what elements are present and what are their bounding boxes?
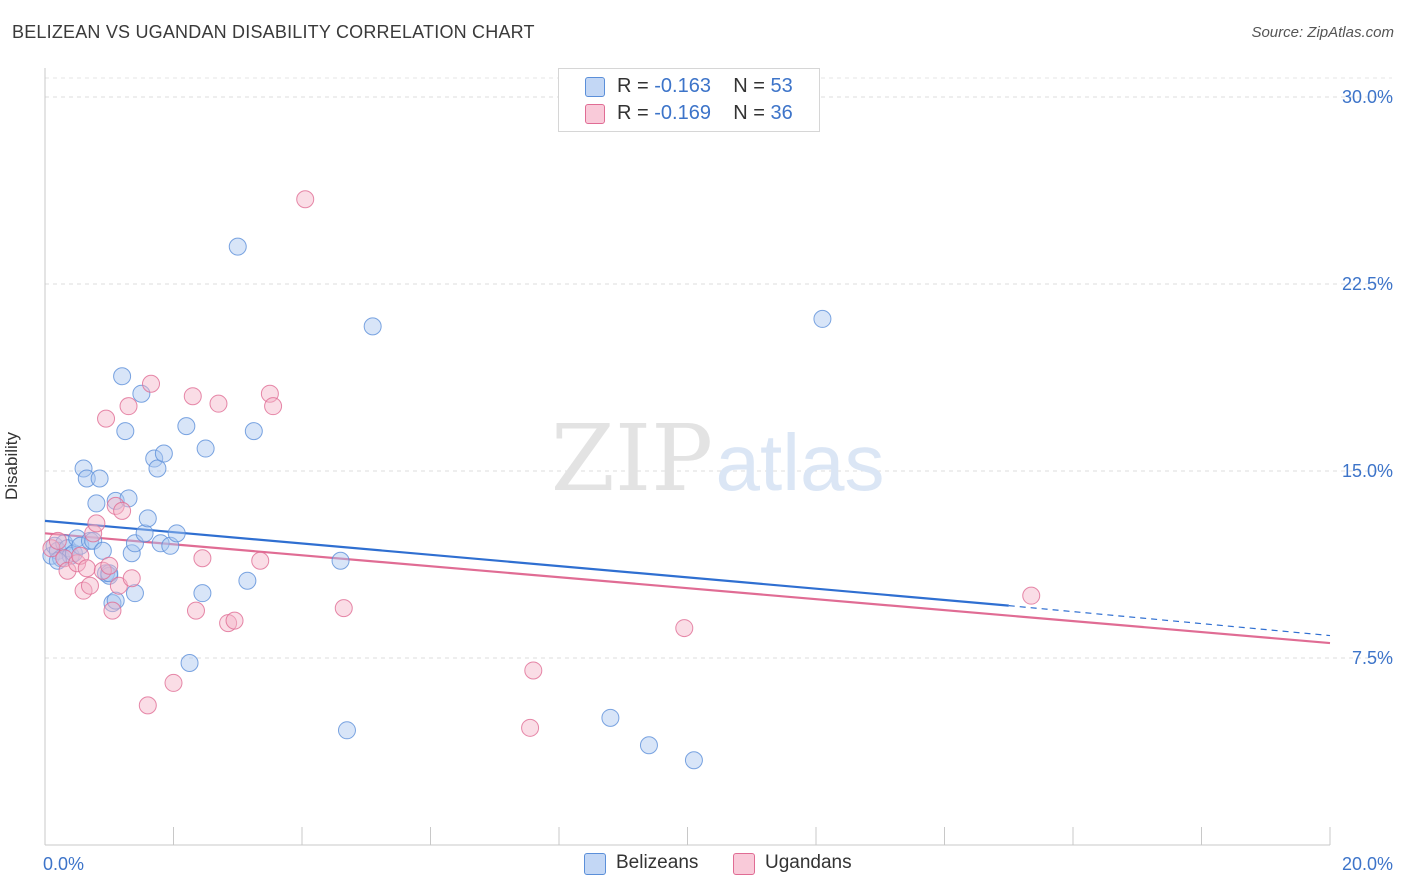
belizeans-point xyxy=(154,444,173,463)
belizeans-point xyxy=(103,594,122,613)
n-value: 53 xyxy=(770,75,793,97)
belizeans-point xyxy=(138,509,157,528)
ugandans-point xyxy=(100,556,119,575)
belizeans-point xyxy=(363,317,382,336)
ugandans-point xyxy=(164,673,183,692)
belizeans-legend-swatch xyxy=(584,853,606,875)
belizeans-trend-line xyxy=(44,519,1009,607)
axes xyxy=(44,68,1331,846)
ugandans-point xyxy=(103,601,122,620)
belizeans-point xyxy=(180,653,199,672)
ugandans-point xyxy=(119,397,138,416)
belizeans-point xyxy=(193,584,212,603)
belizeans-point xyxy=(90,469,109,488)
belizeans-point xyxy=(601,708,620,727)
stats-legend: R = -0.163 N = 53 R = -0.169 N = 36 xyxy=(558,68,820,132)
n-label: N = xyxy=(733,102,771,124)
data-points xyxy=(42,190,1041,770)
ugandans-point xyxy=(183,387,202,406)
belizeans-point xyxy=(639,736,658,755)
trend-lines xyxy=(44,519,1331,645)
belizeans-point xyxy=(113,367,132,386)
ugandans-trend-line xyxy=(44,532,1331,645)
ugandans-point xyxy=(87,514,106,533)
belizeans-point xyxy=(116,422,135,441)
ugandans-point xyxy=(251,551,270,570)
watermark-atlas: atlas xyxy=(716,418,885,507)
belizeans-point xyxy=(813,309,832,328)
ugandans-point xyxy=(48,531,67,550)
ugandans-point xyxy=(97,409,116,428)
ugandans-point xyxy=(186,601,205,620)
ugandans-legend-swatch xyxy=(733,853,755,875)
r-value: -0.163 xyxy=(654,75,711,97)
belizeans-point xyxy=(74,459,93,478)
watermark: ZIP atlas xyxy=(551,405,885,512)
ugandans-point xyxy=(264,397,283,416)
belizeans-point xyxy=(122,544,141,563)
r-label: R = xyxy=(617,102,655,124)
chart-title: BELIZEAN VS UGANDAN DISABILITY CORRELATI… xyxy=(12,22,535,42)
belizeans-point xyxy=(132,384,151,403)
y-tick-label: 7.5% xyxy=(1352,648,1393,668)
ugandans-point xyxy=(84,524,103,543)
ugandans-point xyxy=(334,599,353,618)
ugandans-point xyxy=(77,559,96,578)
belizeans-point xyxy=(238,571,257,590)
belizeans-swatch xyxy=(585,77,605,97)
ugandans-point xyxy=(138,696,157,715)
ugandans-point xyxy=(209,394,228,413)
belizeans-point xyxy=(244,422,263,441)
ugandans-point xyxy=(58,561,77,580)
ugandans-point xyxy=(113,501,132,520)
belizeans-point xyxy=(167,524,186,543)
ugandans-point xyxy=(1022,586,1041,605)
y-tick-label: 15.0% xyxy=(1342,461,1393,481)
n-value: 36 xyxy=(770,102,793,124)
belizeans-trend-extension xyxy=(1008,605,1331,637)
belizeans-point xyxy=(135,524,154,543)
ugandans-point xyxy=(524,661,543,680)
ugandans-point xyxy=(193,549,212,568)
ugandans-legend-label: Ugandans xyxy=(765,852,852,873)
belizeans-point xyxy=(684,751,703,770)
ugandans-swatch xyxy=(585,104,605,124)
ugandans-point xyxy=(225,611,244,630)
belizeans-point xyxy=(148,459,167,478)
belizeans-point xyxy=(125,584,144,603)
belizeans-point xyxy=(145,449,164,468)
belizeans-point xyxy=(125,534,144,553)
n-label: N = xyxy=(733,75,771,97)
ugandans-point xyxy=(42,539,61,558)
belizeans-point xyxy=(196,439,215,458)
ugandans-point xyxy=(80,576,99,595)
tick-labels: 7.5% 15.0% 22.5% 30.0% 0.0% 20.0% xyxy=(43,87,1393,874)
belizeans-point xyxy=(106,591,125,610)
belizeans-point xyxy=(93,541,112,560)
ugandans-point xyxy=(296,190,315,209)
belizeans-point xyxy=(177,417,196,436)
grid-lines xyxy=(45,77,1392,659)
belizeans-point xyxy=(87,494,106,513)
belizeans-point xyxy=(77,469,96,488)
belizeans-point xyxy=(228,237,247,256)
y-tick-label: 30.0% xyxy=(1342,87,1393,107)
belizeans-legend-label: Belizeans xyxy=(616,852,699,873)
chart-source: Source: ZipAtlas.com xyxy=(1251,24,1394,41)
watermark-zip: ZIP xyxy=(551,405,713,512)
r-value: -0.169 xyxy=(654,102,711,124)
ugandans-point xyxy=(675,619,694,638)
ugandans-point xyxy=(521,718,540,737)
belizeans-point xyxy=(331,551,350,570)
x-tick-label: 0.0% xyxy=(43,854,84,874)
y-tick-label: 22.5% xyxy=(1342,274,1393,294)
x-tick-label: 20.0% xyxy=(1342,854,1393,874)
belizeans-point xyxy=(84,531,103,550)
belizeans-point xyxy=(337,721,356,740)
ugandans-point xyxy=(122,569,141,588)
r-label: R = xyxy=(617,75,655,97)
y-axis-label: Disability xyxy=(2,431,21,500)
ugandans-point xyxy=(142,374,161,393)
